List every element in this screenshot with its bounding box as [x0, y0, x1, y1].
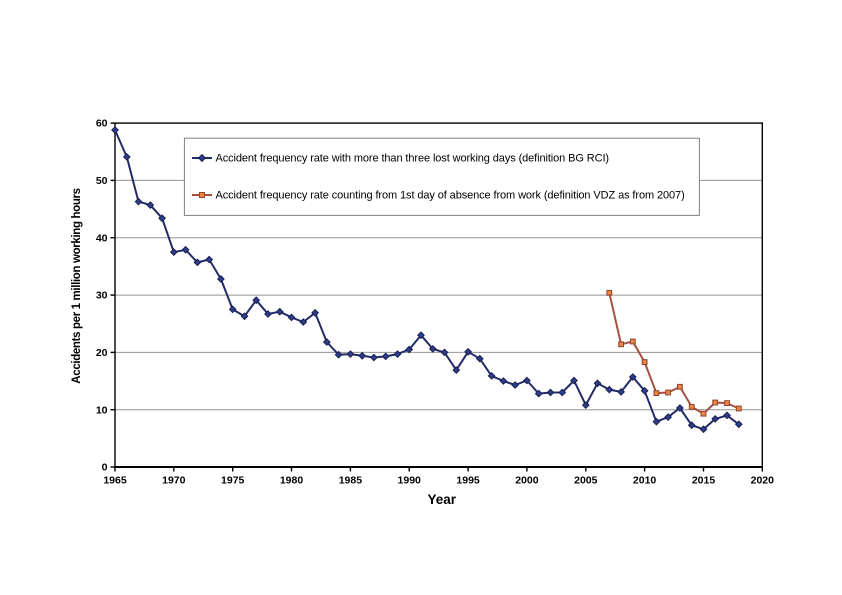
- svg-text:10: 10: [96, 404, 108, 416]
- svg-text:1985: 1985: [339, 474, 363, 486]
- svg-text:2010: 2010: [633, 474, 657, 486]
- svg-text:60: 60: [96, 118, 108, 130]
- svg-text:1965: 1965: [103, 474, 127, 486]
- svg-text:30: 30: [96, 290, 108, 302]
- svg-text:2000: 2000: [515, 474, 539, 486]
- svg-text:1990: 1990: [398, 474, 422, 486]
- svg-text:2015: 2015: [692, 474, 716, 486]
- svg-text:2020: 2020: [751, 474, 775, 486]
- svg-text:1975: 1975: [221, 474, 245, 486]
- svg-text:Accident frequency rate with m: Accident frequency rate with more than t…: [216, 153, 609, 165]
- svg-text:1980: 1980: [280, 474, 304, 486]
- svg-text:40: 40: [96, 232, 108, 244]
- svg-text:Accidents per 1 million workin: Accidents per 1 million working hours: [71, 188, 83, 383]
- svg-text:Year: Year: [428, 492, 457, 507]
- svg-text:1995: 1995: [456, 474, 480, 486]
- svg-text:1970: 1970: [162, 474, 186, 486]
- svg-text:0: 0: [102, 462, 108, 474]
- svg-text:2005: 2005: [574, 474, 598, 486]
- svg-text:50: 50: [96, 175, 108, 187]
- svg-text:20: 20: [96, 347, 108, 359]
- svg-text:Accident frequency rate counti: Accident frequency rate counting from 1s…: [216, 190, 685, 202]
